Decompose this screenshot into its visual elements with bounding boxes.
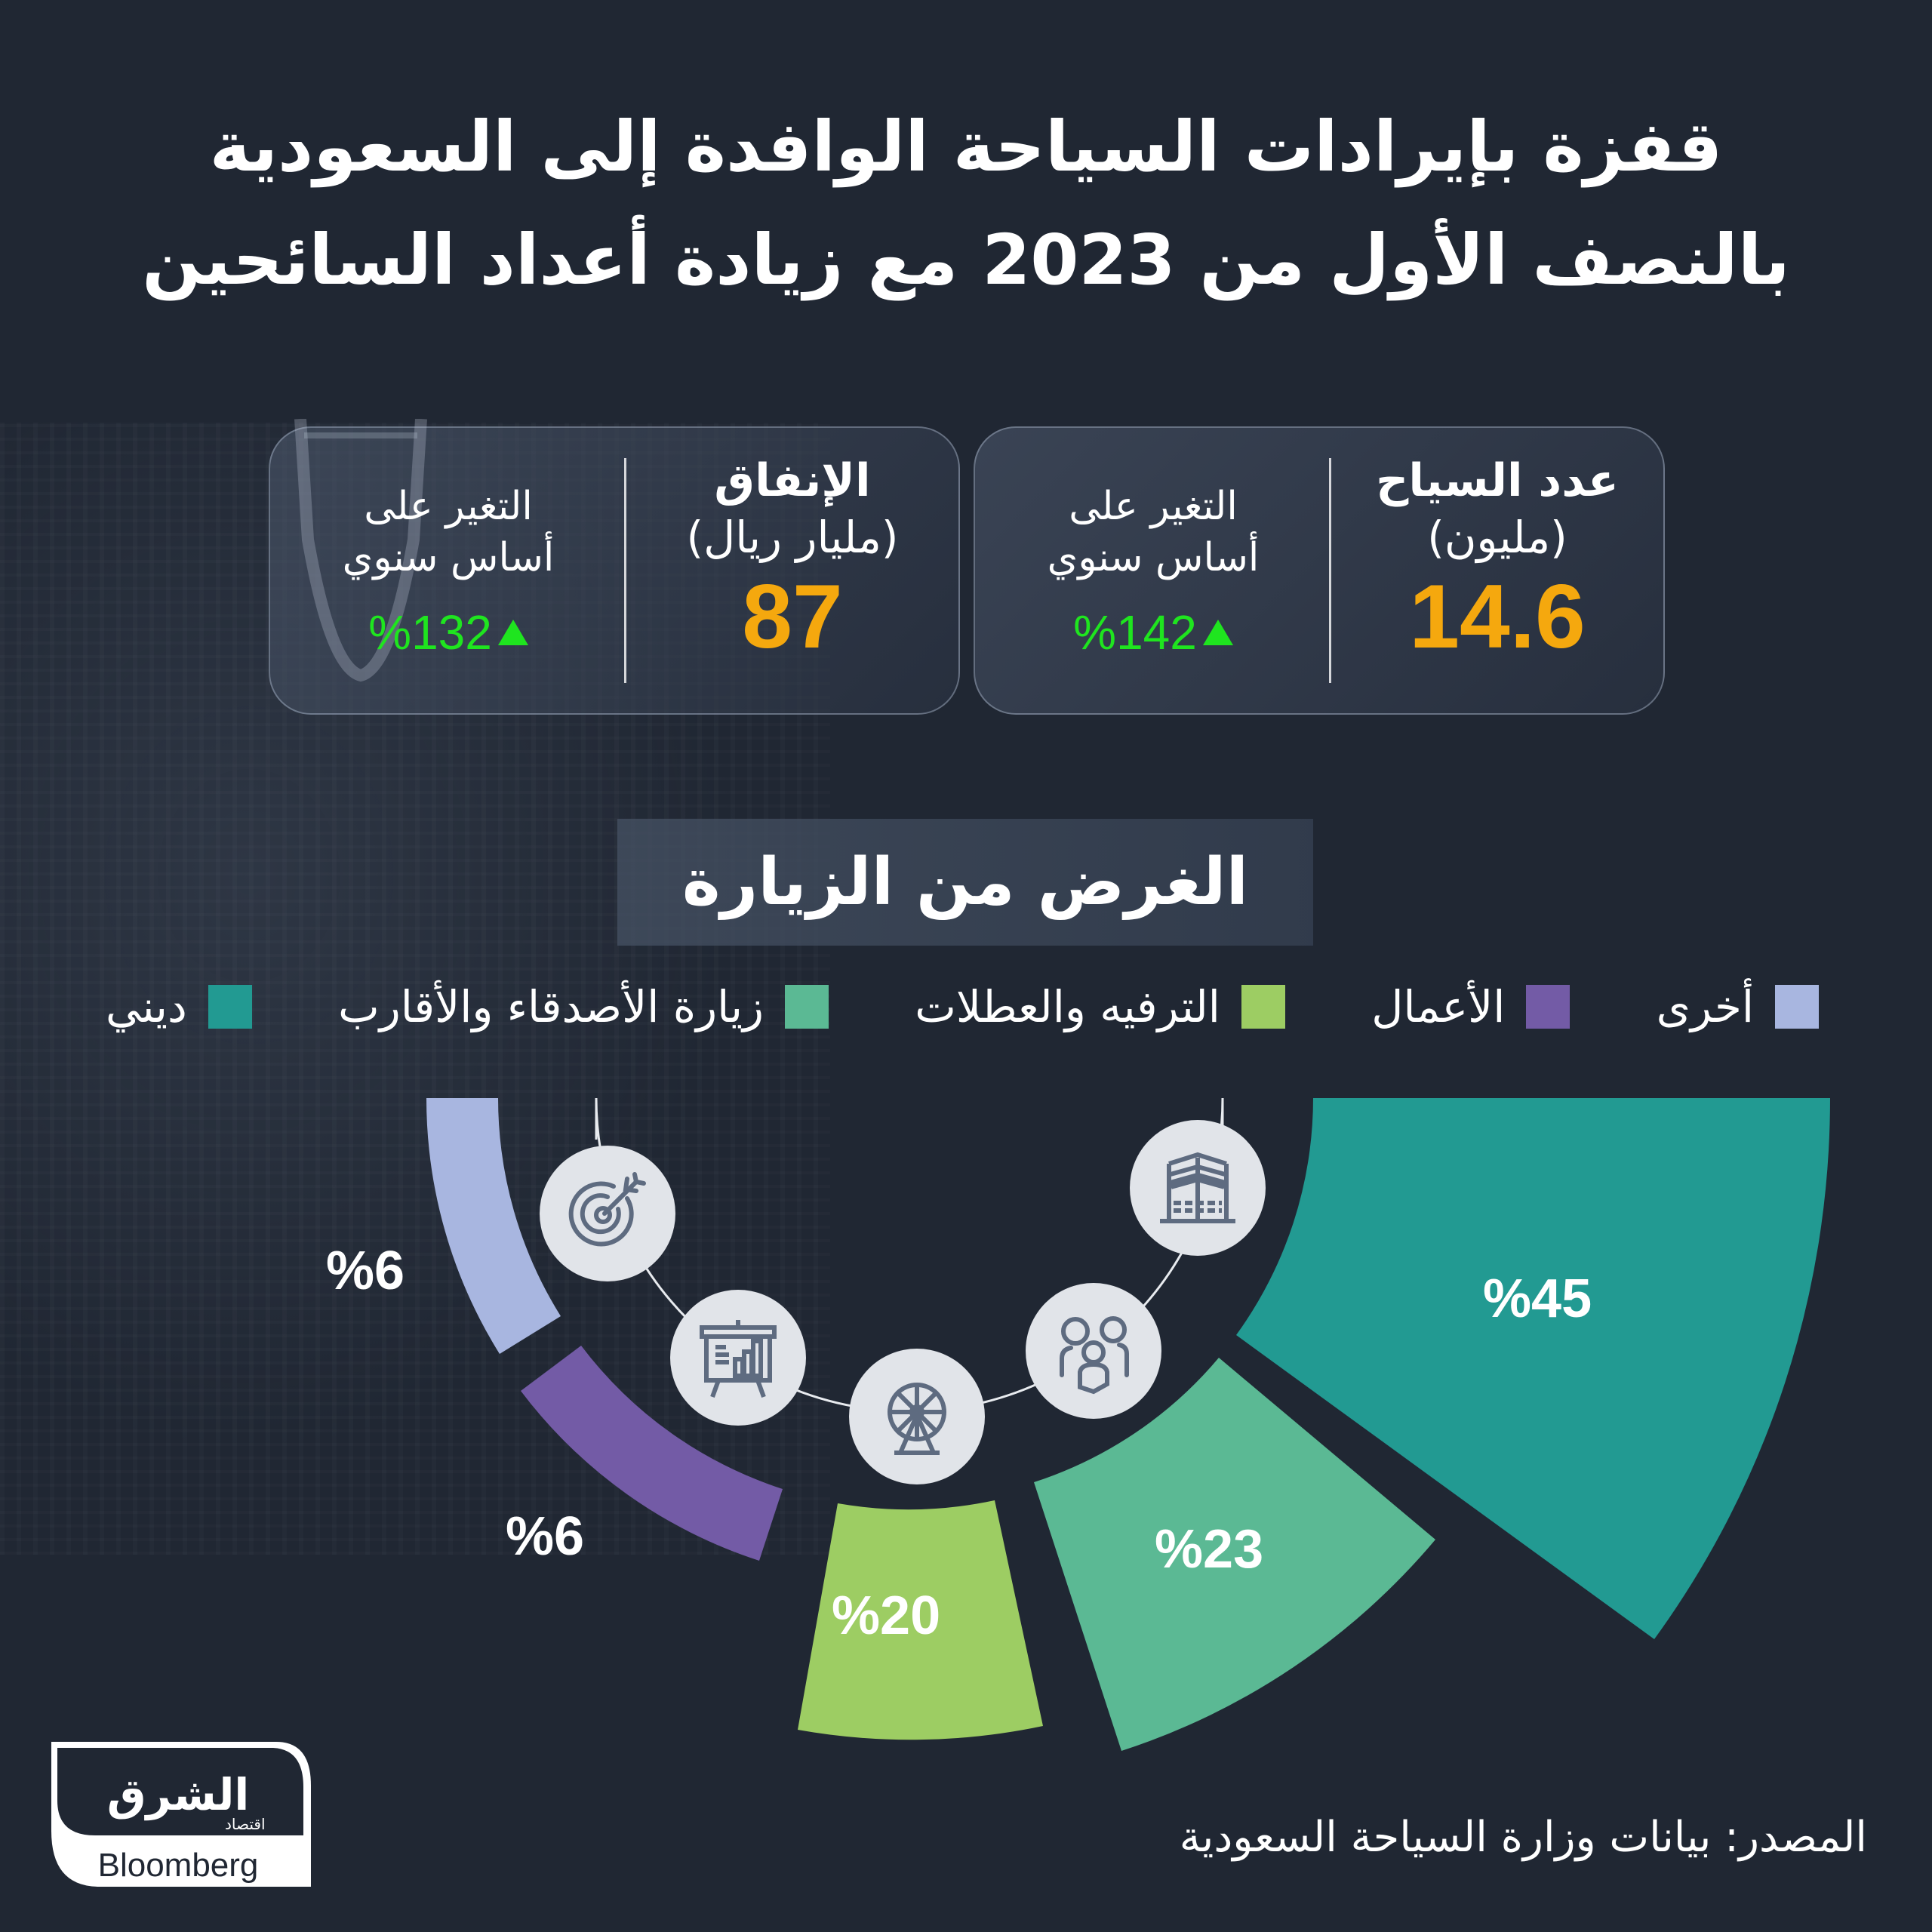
tourists-main: عدد السياح (مليون) 14.6	[1331, 451, 1663, 669]
logo-arabic-sub: اقتصاد	[225, 1815, 266, 1833]
legend-swatch	[1526, 985, 1571, 1029]
tourists-label: عدد السياح	[1376, 454, 1619, 507]
kaaba-icon-badge	[1130, 1120, 1266, 1256]
source-note: المصدر: بيانات وزارة السياحة السعودية	[1179, 1813, 1867, 1862]
segment-religious	[1236, 1098, 1830, 1639]
tourists-stat-card: عدد السياح (مليون) 14.6 التغير على أساس …	[974, 426, 1665, 715]
target-icon	[568, 1172, 646, 1247]
logo-partner: Bloomberg	[98, 1847, 259, 1884]
legend-item-business: الأعمال	[1371, 981, 1571, 1032]
up-triangle-icon	[1202, 620, 1233, 645]
chart-legend: ديني زيارة الأصدقاء والأقارب الترفيه وال…	[106, 981, 1819, 1032]
legend-label: الأعمال	[1371, 981, 1506, 1032]
yoy-label-line-2: أساس سنوي	[1047, 535, 1260, 580]
legend-label: زيارة الأصدقاء والأقارب	[338, 981, 764, 1032]
target-icon-badge	[540, 1146, 675, 1281]
label-religious: %45	[1483, 1269, 1592, 1329]
yoy-change-value: %132	[368, 605, 528, 660]
spending-stat-card: الإنفاق (مليار ريال) 87 التغير على أساس …	[269, 419, 960, 715]
ferris-wheel-icon-badge	[849, 1349, 985, 1484]
legend-swatch	[1775, 985, 1819, 1029]
legend-label: أخرى	[1656, 981, 1754, 1032]
yoy-label-line-1: التغير على	[364, 484, 533, 529]
ferris-wheel-icon	[888, 1383, 946, 1455]
spending-unit: (مليار ريال)	[686, 512, 899, 563]
label-other: %6	[326, 1241, 405, 1301]
section-title: الغرض من الزيارة	[617, 819, 1313, 946]
legend-item-religious: ديني	[106, 981, 252, 1032]
legend-swatch	[785, 985, 829, 1029]
title-line-1: قفزة بإيرادات السياحة الوافدة إلى السعود…	[209, 106, 1723, 187]
presentation-chart-icon	[700, 1320, 777, 1398]
tourists-yoy-change: التغير على أساس سنوي %142	[975, 481, 1331, 660]
label-business: %6	[506, 1506, 585, 1567]
tourists-value: 14.6	[1409, 566, 1586, 667]
kingdom-tower-silhouette-icon	[294, 419, 427, 682]
logo-arabic-main: الشرق	[107, 1769, 250, 1821]
up-triangle-icon	[497, 620, 528, 645]
yoy-label-line-1: التغير على	[1069, 484, 1238, 529]
segment-business	[521, 1346, 783, 1561]
legend-item-other: أخرى	[1657, 981, 1819, 1032]
legend-label: الترفيه والعطلات	[915, 981, 1220, 1032]
yoy-percent: %132	[368, 605, 492, 660]
presentation-chart-icon-badge	[670, 1290, 806, 1426]
label-leisure: %20	[832, 1586, 941, 1646]
family-icon	[1060, 1316, 1129, 1395]
segment-other	[426, 1098, 561, 1354]
family-icon-badge	[1026, 1283, 1161, 1419]
card-divider	[624, 458, 626, 683]
title-line-2: بالنصف الأول من 2023 مع زيادة أعداد السا…	[142, 220, 1790, 300]
spending-main: الإنفاق (مليار ريال) 87	[626, 451, 958, 669]
card-divider	[1329, 458, 1331, 683]
tourists-unit: (مليون)	[1427, 512, 1567, 563]
yoy-label-line-2: أساس سنوي	[342, 535, 555, 580]
legend-item-leisure: الترفيه والعطلات	[915, 981, 1285, 1032]
legend-swatch	[208, 985, 252, 1029]
legend-item-friends-relatives: زيارة الأصدقاء والأقارب	[338, 981, 829, 1032]
yoy-change-value: %142	[1073, 605, 1233, 660]
page-title: قفزة بإيرادات السياحة الوافدة إلى السعود…	[45, 91, 1887, 317]
legend-label: ديني	[106, 981, 187, 1032]
segment-friends-relatives	[1034, 1358, 1435, 1751]
spending-yoy-change: التغير على أساس سنوي %132	[270, 481, 626, 660]
label-friends-relatives: %23	[1155, 1519, 1264, 1580]
spending-label: الإنفاق	[714, 454, 871, 507]
asharq-bloomberg-logo: الشرق اقتصاد Bloomberg	[51, 1742, 311, 1887]
kaaba-icon	[1160, 1152, 1235, 1223]
spending-value: 87	[742, 566, 843, 667]
yoy-percent: %142	[1073, 605, 1197, 660]
segment-leisure	[798, 1500, 1043, 1740]
legend-swatch	[1241, 985, 1285, 1029]
